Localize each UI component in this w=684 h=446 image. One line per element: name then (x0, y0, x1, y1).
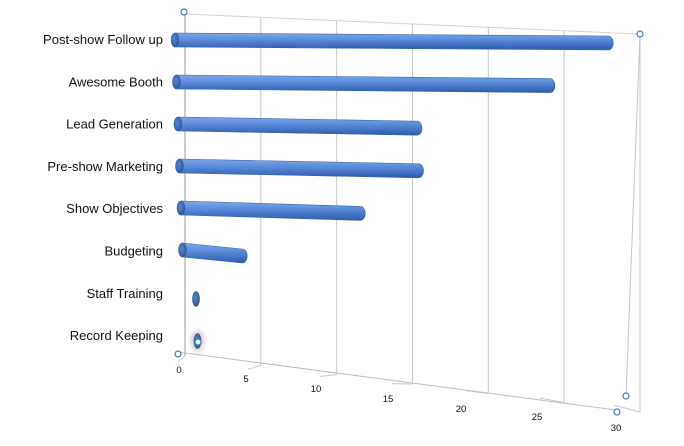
bars (170, 32, 614, 356)
bar-cap (176, 200, 186, 216)
gridline-floor (177, 355, 186, 363)
resize-handle[interactable] (613, 408, 621, 416)
category-label: Staff Training (87, 286, 163, 301)
resize-handle[interactable] (194, 338, 202, 346)
bar-cap (173, 116, 183, 132)
category-labels: Post-show Follow up Awesome Booth Lead Gen… (43, 32, 163, 343)
category-label: Budgeting (104, 244, 163, 259)
x-axis-line (177, 351, 617, 411)
gridline-floor (539, 397, 565, 404)
bar (180, 200, 366, 221)
resize-handle[interactable] (174, 350, 182, 358)
category-label: Awesome Booth (69, 74, 163, 89)
bar (176, 74, 556, 93)
category-label: Record Keeping (70, 328, 163, 343)
x-tick-label: 10 (311, 384, 322, 395)
gridline-floor (247, 364, 261, 370)
selection-handles (174, 8, 644, 416)
bar-cap (178, 242, 187, 258)
bar-cap (172, 74, 181, 90)
x-tick-label: 15 (383, 394, 394, 405)
category-label: Post-show Follow up (43, 32, 163, 47)
x-tick-labels: 0 5 10 15 20 25 30 (176, 365, 621, 434)
category-label: Pre-show Marketing (47, 159, 163, 174)
x-tick-label: 0 (176, 365, 181, 376)
resize-handle[interactable] (180, 8, 188, 16)
gridline-floor (319, 374, 337, 377)
bar-cap (192, 291, 200, 307)
grid (177, 14, 641, 413)
category-label: Show Objectives (66, 201, 163, 216)
x-tick-label: 25 (532, 412, 543, 423)
bar (182, 242, 248, 264)
right-edge-line (625, 33, 641, 397)
x-tick-label: 30 (611, 423, 622, 434)
bar (174, 32, 614, 51)
x-tick-label: 20 (456, 404, 467, 415)
category-label: Lead Generation (66, 117, 163, 132)
resize-handle[interactable] (636, 30, 644, 38)
bar-cap (175, 158, 184, 174)
gridline-floor (613, 404, 641, 413)
x-tick-label: 5 (243, 374, 248, 385)
bar (179, 158, 424, 179)
bar-cap (170, 32, 180, 48)
bar (177, 116, 423, 136)
chart-frame (177, 13, 641, 411)
resize-handle[interactable] (622, 392, 630, 400)
top-edge-line (184, 13, 641, 35)
